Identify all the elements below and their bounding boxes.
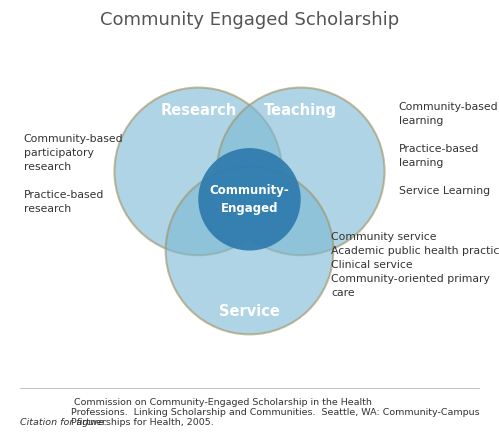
Circle shape <box>114 88 282 255</box>
Circle shape <box>217 88 385 255</box>
Text: Commission on Community-Engaged Scholarship in the Health
Professions.  Linking : Commission on Community-Engaged Scholars… <box>71 398 480 427</box>
Circle shape <box>166 167 333 334</box>
Text: Citation for figure:: Citation for figure: <box>20 418 107 427</box>
Text: Service: Service <box>219 304 280 319</box>
Text: Community service
Academic public health practice
Clinical service
Community-ori: Community service Academic public health… <box>331 232 499 298</box>
Circle shape <box>198 148 301 250</box>
Text: Community-
Engaged: Community- Engaged <box>210 184 289 215</box>
Text: Community-based
learning

Practice-based
learning

Service Learning: Community-based learning Practice-based … <box>399 102 498 196</box>
Text: Research: Research <box>160 103 237 118</box>
Text: Teaching: Teaching <box>264 103 337 118</box>
Title: Community Engaged Scholarship: Community Engaged Scholarship <box>100 11 399 29</box>
Text: Community-based
participatory
research

Practice-based
research: Community-based participatory research P… <box>23 134 123 214</box>
